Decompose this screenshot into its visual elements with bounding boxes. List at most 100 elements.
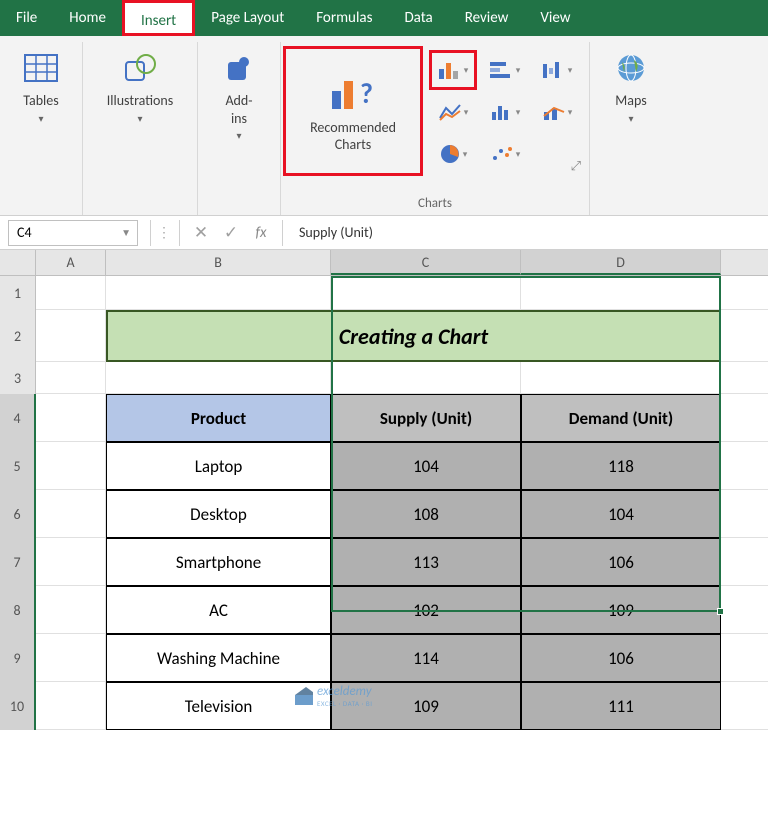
- menu-home[interactable]: Home: [53, 0, 122, 36]
- histogram-button[interactable]: ▾: [481, 92, 529, 132]
- scatter-chart-button[interactable]: ▾: [481, 134, 529, 174]
- addins-icon: [222, 52, 256, 86]
- col-header-A[interactable]: A: [36, 250, 106, 275]
- cell-D1[interactable]: [521, 276, 721, 310]
- menu-page-layout[interactable]: Page Layout: [195, 0, 300, 36]
- line-chart-button[interactable]: ▾: [429, 92, 477, 132]
- cell-C1[interactable]: [331, 276, 521, 310]
- row-header-2[interactable]: 2: [0, 310, 36, 362]
- menu-file[interactable]: File: [0, 0, 53, 36]
- name-box[interactable]: C4 ▼: [8, 220, 138, 246]
- cell-A5[interactable]: [36, 442, 106, 490]
- ribbon: Tables ▾ Illustrations ▾ Add- ins ▾ ? Re…: [0, 36, 768, 216]
- waterfall-chart-button[interactable]: ▾: [533, 50, 581, 90]
- cell-A7[interactable]: [36, 538, 106, 586]
- cell-A8[interactable]: [36, 586, 106, 634]
- header-product[interactable]: Product: [106, 394, 331, 442]
- enter-icon[interactable]: ✓: [216, 222, 246, 243]
- menu-bar: File Home Insert Page Layout Formulas Da…: [0, 0, 768, 36]
- cell-A4[interactable]: [36, 394, 106, 442]
- fill-handle[interactable]: [717, 608, 724, 615]
- pie-chart-button[interactable]: ▾: [429, 134, 477, 174]
- cell-demand-9[interactable]: 106: [521, 634, 721, 682]
- cell-A1[interactable]: [36, 276, 106, 310]
- cell-demand-8[interactable]: 109: [521, 586, 721, 634]
- header-supply[interactable]: Supply (Unit): [331, 394, 521, 442]
- tables-button[interactable]: Tables ▾: [2, 46, 80, 127]
- row-header-8[interactable]: 8: [0, 586, 36, 634]
- cell-A10[interactable]: [36, 682, 106, 730]
- cell-product-8[interactable]: AC: [106, 586, 331, 634]
- header-demand[interactable]: Demand (Unit): [521, 394, 721, 442]
- cell-supply-8[interactable]: 102: [331, 586, 521, 634]
- cell-supply-5[interactable]: 104: [331, 442, 521, 490]
- illustrations-button[interactable]: Illustrations ▾: [85, 46, 195, 127]
- cell-B3[interactable]: [106, 362, 331, 394]
- name-box-value: C4: [17, 224, 32, 241]
- globe-icon: [612, 52, 650, 86]
- cell-demand-6[interactable]: 104: [521, 490, 721, 538]
- cell-B1[interactable]: [106, 276, 331, 310]
- cell-supply-7[interactable]: 113: [331, 538, 521, 586]
- cell-product-6[interactable]: Desktop: [106, 490, 331, 538]
- row-header-5[interactable]: 5: [0, 442, 36, 490]
- cell-D3[interactable]: [521, 362, 721, 394]
- maps-label: Maps: [615, 92, 646, 110]
- ribbon-group-addins: Add- ins ▾: [198, 42, 281, 215]
- bar-chart-button[interactable]: ▾: [481, 50, 529, 90]
- row-header-10[interactable]: 10: [0, 682, 36, 730]
- combo-chart-button[interactable]: ▾: [533, 92, 581, 132]
- shapes-icon: [120, 52, 160, 86]
- title-cell[interactable]: Creating a Chart: [106, 310, 721, 362]
- charts-group-label: Charts: [281, 192, 589, 213]
- cell-supply-9[interactable]: 114: [331, 634, 521, 682]
- col-header-C[interactable]: C: [331, 250, 521, 275]
- menu-view[interactable]: View: [524, 0, 586, 36]
- cell-A6[interactable]: [36, 490, 106, 538]
- row-header-3[interactable]: 3: [0, 362, 36, 394]
- watermark: exceldemy EXCEL · DATA · BI: [295, 684, 373, 708]
- col-header-D[interactable]: D: [521, 250, 721, 275]
- recommended-charts-button[interactable]: ? Recommended Charts: [283, 46, 423, 176]
- chevron-down-icon[interactable]: ▼: [121, 226, 131, 239]
- cell-product-5[interactable]: Laptop: [106, 442, 331, 490]
- menu-insert[interactable]: Insert: [122, 0, 195, 36]
- resize-handle[interactable]: ⋮: [157, 224, 173, 241]
- select-all-corner[interactable]: [0, 250, 36, 275]
- addins-label: Add- ins: [225, 92, 252, 127]
- cell-C3[interactable]: [331, 362, 521, 394]
- row-header-1[interactable]: 1: [0, 276, 36, 310]
- table-icon: [22, 52, 60, 86]
- row-header-6[interactable]: 6: [0, 490, 36, 538]
- maps-button[interactable]: Maps ▾: [592, 46, 670, 127]
- row-header-9[interactable]: 9: [0, 634, 36, 682]
- cell-supply-6[interactable]: 108: [331, 490, 521, 538]
- cell-demand-7[interactable]: 106: [521, 538, 721, 586]
- menu-data[interactable]: Data: [388, 0, 448, 36]
- cell-product-7[interactable]: Smartphone: [106, 538, 331, 586]
- cell-demand-5[interactable]: 118: [521, 442, 721, 490]
- formula-input[interactable]: Supply (Unit): [289, 224, 768, 241]
- menu-formulas[interactable]: Formulas: [300, 0, 388, 36]
- ribbon-group-tables: Tables ▾: [0, 42, 83, 215]
- row-header-4[interactable]: 4: [0, 394, 36, 442]
- watermark-name: exceldemy: [317, 684, 373, 699]
- watermark-tagline: EXCEL · DATA · BI: [317, 699, 373, 708]
- col-header-B[interactable]: B: [106, 250, 331, 275]
- cell-A3[interactable]: [36, 362, 106, 394]
- addins-button[interactable]: Add- ins ▾: [200, 46, 278, 144]
- charts-launcher[interactable]: ⤢: [533, 134, 581, 174]
- cancel-icon[interactable]: ✕: [186, 222, 216, 243]
- formula-bar: C4 ▼ ⋮ ✕ ✓ fx Supply (Unit): [0, 216, 768, 250]
- fx-icon[interactable]: fx: [246, 224, 276, 242]
- watermark-logo-icon: [295, 687, 313, 705]
- menu-review[interactable]: Review: [449, 0, 525, 36]
- cell-A2[interactable]: [36, 310, 106, 362]
- cell-product-9[interactable]: Washing Machine: [106, 634, 331, 682]
- chevron-down-icon: ▾: [236, 129, 241, 142]
- cell-A9[interactable]: [36, 634, 106, 682]
- column-chart-button[interactable]: ▾: [429, 50, 477, 90]
- column-headers: A B C D: [0, 250, 768, 276]
- cell-demand-10[interactable]: 111: [521, 682, 721, 730]
- row-header-7[interactable]: 7: [0, 538, 36, 586]
